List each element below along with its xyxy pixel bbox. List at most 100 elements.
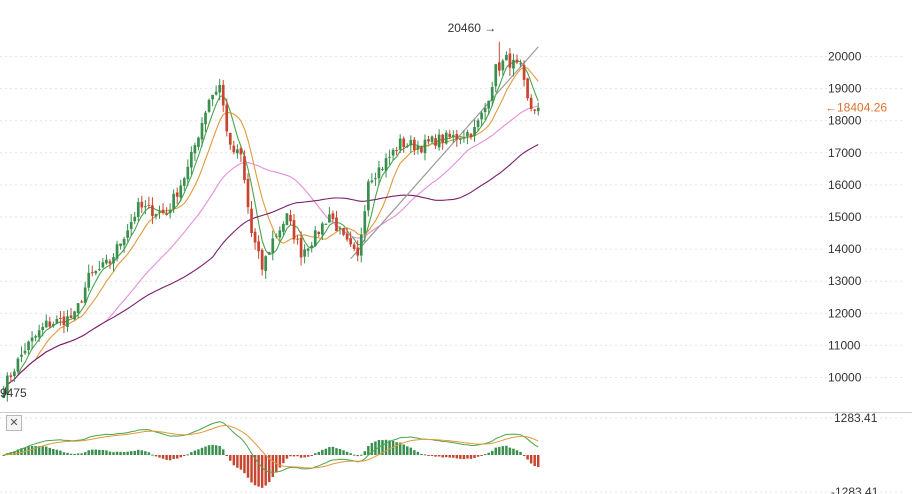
candle[interactable] bbox=[324, 223, 328, 225]
candle[interactable] bbox=[388, 149, 391, 165]
candle[interactable] bbox=[345, 227, 349, 242]
candle[interactable] bbox=[501, 58, 505, 76]
candle[interactable] bbox=[211, 94, 214, 107]
candle[interactable] bbox=[416, 140, 420, 155]
candle[interactable] bbox=[41, 322, 45, 337]
candle[interactable] bbox=[2, 385, 6, 399]
candle[interactable] bbox=[90, 265, 94, 277]
candle[interactable] bbox=[395, 146, 398, 156]
candle[interactable] bbox=[122, 236, 126, 253]
candle[interactable] bbox=[207, 98, 211, 113]
candle[interactable] bbox=[48, 316, 52, 329]
candle[interactable] bbox=[483, 103, 487, 120]
candle[interactable] bbox=[487, 100, 491, 115]
candle[interactable] bbox=[193, 142, 197, 162]
candle[interactable] bbox=[87, 264, 91, 292]
candle[interactable] bbox=[335, 210, 338, 232]
candle[interactable] bbox=[352, 242, 356, 252]
candle[interactable] bbox=[264, 255, 268, 279]
candle[interactable] bbox=[214, 85, 218, 96]
candle[interactable] bbox=[377, 160, 381, 186]
candle[interactable] bbox=[239, 146, 243, 162]
candle[interactable] bbox=[363, 204, 367, 242]
candle[interactable] bbox=[243, 150, 246, 184]
candle[interactable] bbox=[420, 145, 423, 154]
candle[interactable] bbox=[437, 129, 441, 151]
candle[interactable] bbox=[5, 372, 9, 402]
candle[interactable] bbox=[20, 346, 23, 363]
candle[interactable] bbox=[296, 235, 299, 245]
candle[interactable] bbox=[274, 233, 278, 239]
candle[interactable] bbox=[144, 200, 147, 215]
candle[interactable] bbox=[526, 77, 529, 101]
candle[interactable] bbox=[16, 357, 20, 375]
candle[interactable] bbox=[73, 310, 76, 321]
candle[interactable] bbox=[62, 310, 66, 333]
candle[interactable] bbox=[466, 129, 469, 145]
candle[interactable] bbox=[529, 94, 533, 112]
candle[interactable] bbox=[253, 228, 257, 250]
candle[interactable] bbox=[402, 136, 406, 153]
candle[interactable] bbox=[190, 146, 193, 175]
candle[interactable] bbox=[427, 135, 430, 145]
candle[interactable] bbox=[119, 243, 122, 250]
candle[interactable] bbox=[490, 81, 494, 107]
candle[interactable] bbox=[320, 221, 324, 241]
candle[interactable] bbox=[69, 307, 73, 319]
candle[interactable] bbox=[423, 134, 427, 161]
candle[interactable] bbox=[165, 207, 168, 216]
candle[interactable] bbox=[108, 259, 112, 269]
candle[interactable] bbox=[306, 247, 310, 257]
candle[interactable] bbox=[80, 299, 83, 303]
candle[interactable] bbox=[51, 321, 55, 328]
candle[interactable] bbox=[328, 207, 331, 223]
candle[interactable] bbox=[359, 227, 363, 263]
candle[interactable] bbox=[154, 213, 158, 220]
candle[interactable] bbox=[370, 173, 374, 184]
candle[interactable] bbox=[30, 331, 34, 350]
candle[interactable] bbox=[168, 203, 172, 219]
candle[interactable] bbox=[200, 117, 204, 147]
candle[interactable] bbox=[271, 230, 275, 261]
candle[interactable] bbox=[204, 110, 207, 133]
candle[interactable] bbox=[342, 227, 345, 237]
candle[interactable] bbox=[391, 148, 395, 161]
candle[interactable] bbox=[257, 235, 260, 259]
candle[interactable] bbox=[172, 189, 176, 213]
candle[interactable] bbox=[497, 41, 501, 77]
candle[interactable] bbox=[289, 209, 292, 226]
candle[interactable] bbox=[225, 98, 229, 137]
candle[interactable] bbox=[434, 134, 437, 149]
candle[interactable] bbox=[105, 254, 108, 265]
candle[interactable] bbox=[221, 79, 225, 112]
candle[interactable] bbox=[175, 187, 179, 205]
candle[interactable] bbox=[444, 130, 448, 145]
candle[interactable] bbox=[313, 226, 317, 247]
candle[interactable] bbox=[398, 134, 402, 154]
candle[interactable] bbox=[9, 372, 13, 383]
candle[interactable] bbox=[469, 133, 473, 140]
candle[interactable] bbox=[94, 270, 98, 276]
candle[interactable] bbox=[246, 173, 250, 214]
candle[interactable] bbox=[331, 210, 335, 223]
candle[interactable] bbox=[448, 130, 452, 139]
candle[interactable] bbox=[409, 135, 413, 154]
candle[interactable] bbox=[66, 309, 69, 332]
candle[interactable] bbox=[186, 159, 190, 187]
candle[interactable] bbox=[430, 135, 434, 144]
candle[interactable] bbox=[462, 130, 466, 143]
candle[interactable] bbox=[505, 51, 508, 61]
candle[interactable] bbox=[13, 368, 16, 383]
candle[interactable] bbox=[459, 137, 462, 145]
candle[interactable] bbox=[37, 324, 41, 342]
candle[interactable] bbox=[310, 241, 314, 253]
candle[interactable] bbox=[133, 211, 137, 225]
candle[interactable] bbox=[292, 213, 296, 244]
candle[interactable] bbox=[384, 153, 388, 178]
candle[interactable] bbox=[115, 240, 119, 262]
candle[interactable] bbox=[441, 133, 445, 150]
candle[interactable] bbox=[158, 205, 161, 219]
candle[interactable] bbox=[260, 248, 264, 276]
candle[interactable] bbox=[232, 140, 236, 155]
